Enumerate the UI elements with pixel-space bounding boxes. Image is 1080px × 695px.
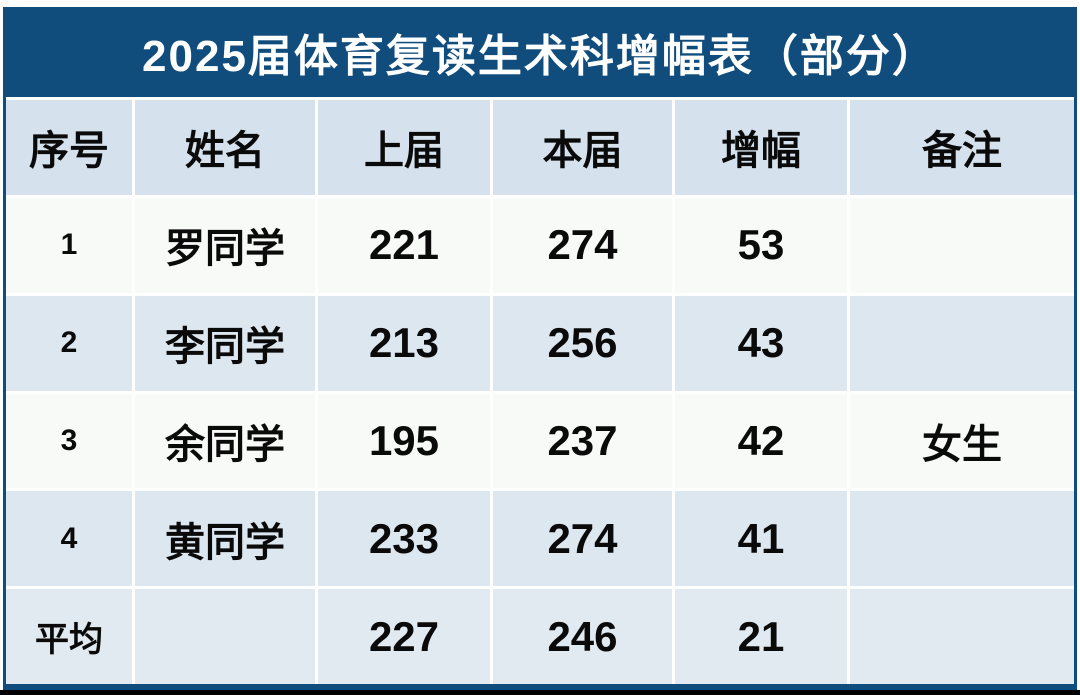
cell-index: 3 [6, 393, 132, 489]
header-cell-remark: 备注 [850, 100, 1074, 195]
cell-average-current: 246 [493, 589, 672, 684]
cell-increase: 43 [675, 295, 847, 391]
cell-previous: 221 [318, 197, 490, 293]
cell-remark: 女生 [850, 393, 1074, 489]
table-title: 2025届体育复读生术科增幅表（部分） [6, 7, 1074, 97]
cell-average-increase: 21 [675, 589, 847, 684]
cell-average-remark [850, 589, 1074, 684]
cell-current: 256 [493, 295, 672, 391]
cell-increase: 42 [675, 393, 847, 489]
cell-current: 274 [493, 197, 672, 293]
header-cell-previous: 上届 [318, 100, 490, 195]
cell-name: 李同学 [135, 295, 315, 391]
cell-index: 2 [6, 295, 132, 391]
cell-average-name [135, 589, 315, 684]
cell-name: 罗同学 [135, 197, 315, 293]
cell-name: 黄同学 [135, 491, 315, 587]
bottom-edge-strip [0, 690, 1080, 695]
cell-previous: 213 [318, 295, 490, 391]
cell-remark [850, 491, 1074, 587]
cell-name: 余同学 [135, 393, 315, 489]
cell-current: 237 [493, 393, 672, 489]
cell-remark [850, 197, 1074, 293]
table-slide: 2025届体育复读生术科增幅表（部分） 序号 姓名 上届 本届 增幅 备注 1 … [3, 7, 1077, 690]
cell-average-previous: 227 [318, 589, 490, 684]
header-cell-increase: 增幅 [675, 100, 847, 195]
cell-index: 1 [6, 197, 132, 293]
cell-remark [850, 295, 1074, 391]
cell-previous: 195 [318, 393, 490, 489]
cell-previous: 233 [318, 491, 490, 587]
cell-index: 4 [6, 491, 132, 587]
cell-increase: 53 [675, 197, 847, 293]
cell-average-label: 平均 [6, 589, 132, 684]
cell-current: 274 [493, 491, 672, 587]
header-cell-name: 姓名 [135, 100, 315, 195]
score-table: 序号 姓名 上届 本届 增幅 备注 1 罗同学 221 274 53 2 李同学… [6, 97, 1074, 684]
header-cell-index: 序号 [6, 100, 132, 195]
cell-increase: 41 [675, 491, 847, 587]
header-cell-current: 本届 [493, 100, 672, 195]
